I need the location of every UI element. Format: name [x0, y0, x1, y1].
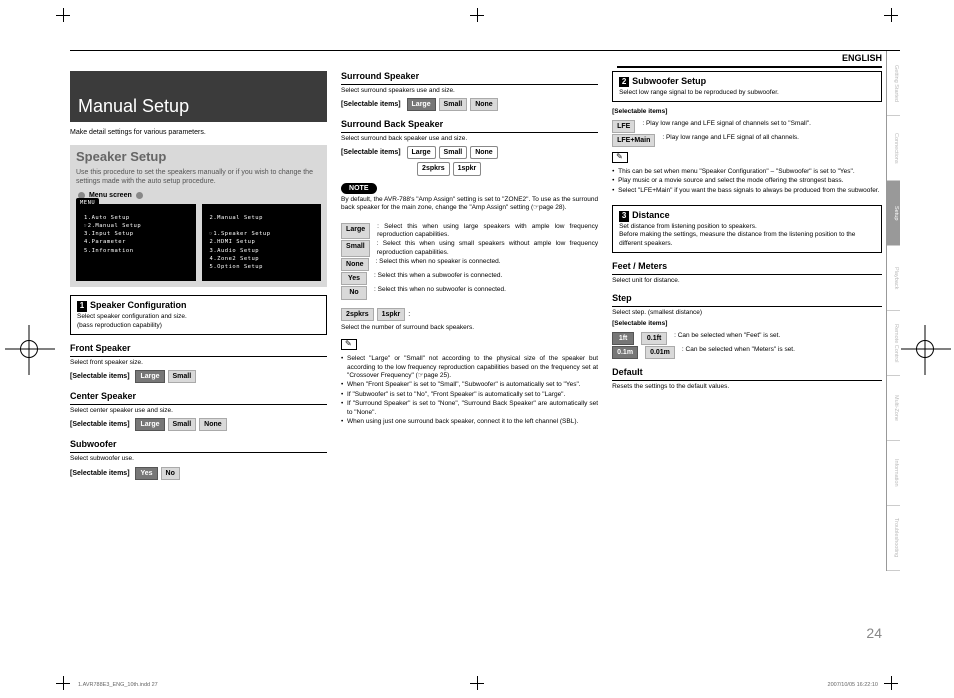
def-large: Large: Select this when using large spea…: [341, 223, 598, 240]
side-tab[interactable]: Playback: [887, 246, 900, 311]
crop-corner-icon: [56, 676, 70, 690]
pencil-icon: [341, 339, 357, 350]
front-selectable: [Selectable items] Large Small: [70, 370, 327, 383]
pencil-icon: [612, 152, 628, 163]
sback-heading: Surround Back Speaker: [341, 119, 598, 133]
side-tab[interactable]: Information: [887, 441, 900, 506]
front-speaker-heading: Front Speaker: [70, 343, 327, 357]
surround-heading: Surround Speaker: [341, 71, 598, 85]
def-yes: Yes: Select this when a subwoofer is con…: [341, 272, 598, 285]
page: ENGLISH Manual Setup Make detail setting…: [70, 50, 900, 648]
feet-heading: Feet / Meters: [612, 261, 882, 275]
menu-tag: MENU: [76, 198, 99, 208]
column-2: Surround Speaker Select surround speaker…: [341, 51, 598, 648]
sback-selectable-1: [Selectable items] Large Small None: [341, 146, 598, 159]
def-no: No: Select this when no subwoofer is con…: [341, 286, 598, 299]
menu-box-1: MENU 1.Auto Setup ☞2.Manual Setup 3.Inpu…: [76, 204, 196, 282]
page-number: 24: [866, 624, 882, 642]
crop-corner-icon: [56, 8, 70, 22]
menu-box-2: 2.Manual Setup ☞1.Speaker Setup 2.HDMI S…: [202, 204, 322, 282]
def-none: None: Select this when no speaker is con…: [341, 258, 598, 271]
crop-corner-icon: [884, 8, 898, 22]
default-heading: Default: [612, 367, 882, 381]
side-tab[interactable]: Connections: [887, 116, 900, 181]
center-speaker-heading: Center Speaker: [70, 391, 327, 405]
speaker-setup-panel: Speaker Setup Use this procedure to set …: [70, 145, 327, 287]
def-small: Small: Select this when using small spea…: [341, 240, 598, 257]
section-3-box: 3Distance Set distance from listening po…: [612, 205, 882, 253]
step-heading: Step: [612, 293, 882, 307]
side-tab[interactable]: Setup: [887, 181, 900, 246]
crop-mark-right-icon: [916, 340, 934, 358]
spkrs-pills: 2spkrs 1spkr :: [341, 308, 598, 321]
crop-corner-icon: [884, 676, 898, 690]
side-tab[interactable]: Troubleshooting: [887, 506, 900, 571]
lfemain-row: LFE+Main : Play low range and LFE signal…: [612, 134, 882, 147]
side-tabs: Getting StartedConnectionsSetupPlaybackR…: [886, 51, 900, 571]
speaker-setup-text: Use this procedure to set the speakers m…: [76, 168, 321, 186]
language-header: ENGLISH: [617, 51, 882, 68]
sub-selectable: [Selectable items] Yes No: [70, 467, 327, 480]
sback-selectable-2: 2spkrs 1spkr: [341, 162, 598, 175]
side-tab[interactable]: Multi-Zone: [887, 376, 900, 441]
side-tab[interactable]: Remote Control: [887, 311, 900, 376]
section-2-box: 2Subwoofer Setup Select low range signal…: [612, 71, 882, 102]
side-tab[interactable]: Getting Started: [887, 51, 900, 116]
note-label: NOTE: [341, 183, 376, 194]
surround-selectable: [Selectable items] Large Small None: [341, 98, 598, 111]
column-1: Manual Setup Make detail settings for va…: [70, 51, 327, 648]
lfe-row: LFE : Play low range and LFE signal of c…: [612, 120, 882, 133]
speaker-setup-heading: Speaker Setup: [76, 149, 321, 166]
step-row-1: 1ft 0.1ft : Can be selected when "Feet" …: [612, 332, 882, 345]
intro-text: Make detail settings for various paramet…: [70, 128, 327, 137]
menu-screen-label: Menu screen: [76, 191, 321, 200]
page-title: Manual Setup: [70, 71, 327, 122]
crop-mark-left-icon: [20, 340, 38, 358]
indd-footer: 1.AVR788E3_ENG_10th.indd 27 2007/10/05 1…: [78, 682, 878, 688]
dot-icon: [136, 192, 143, 199]
sec2-tips: This can be set when menu "Speaker Confi…: [612, 168, 882, 195]
menu-screens: MENU 1.Auto Setup ☞2.Manual Setup 3.Inpu…: [76, 204, 321, 282]
section-1-box: 1Speaker Configuration Select speaker co…: [70, 295, 327, 335]
center-selectable: [Selectable items] Large Small None: [70, 418, 327, 431]
subwoofer-heading: Subwoofer: [70, 439, 327, 453]
crop-corner-icon: [470, 8, 484, 22]
step-row-2: 0.1m 0.01m : Can be selected when "Meter…: [612, 346, 882, 359]
tips-list: Select "Large" or "Small" not according …: [341, 355, 598, 427]
column-3: 2Subwoofer Setup Select low range signal…: [612, 51, 900, 648]
